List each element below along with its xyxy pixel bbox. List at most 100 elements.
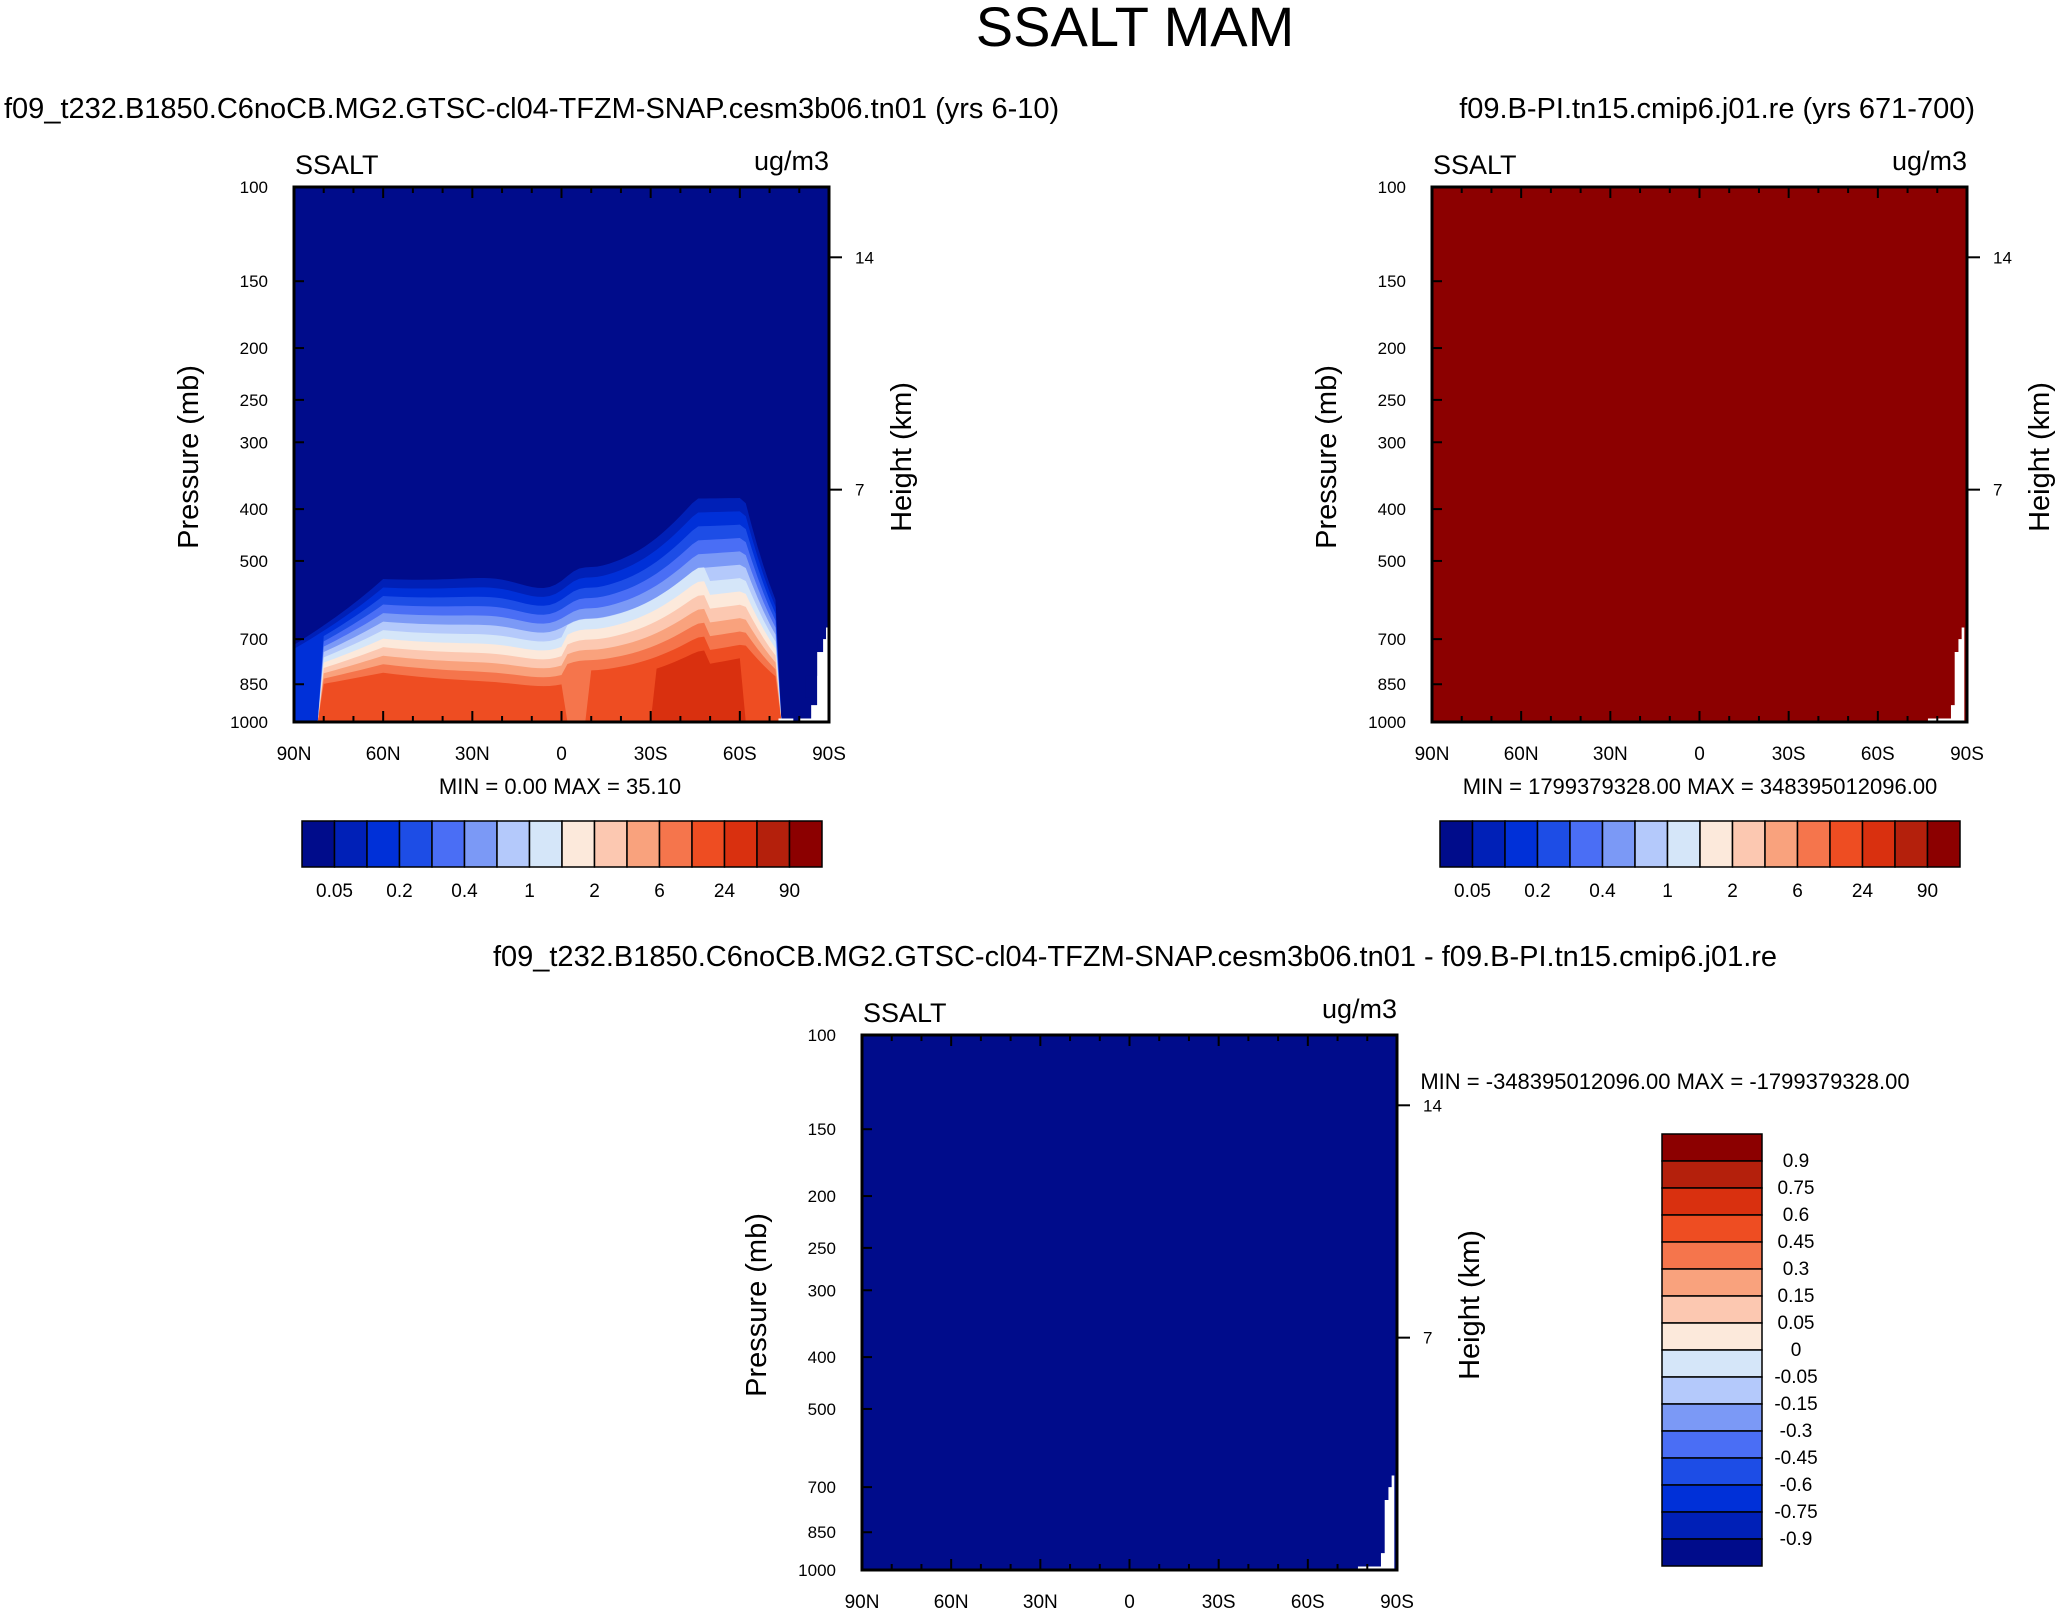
y-tick-label: 100 <box>808 1026 836 1045</box>
colorbar: 0.9 0.75 0.6 0.45 0.3 0.15 0.05 0 -0.05 -0.15 -0.3… <box>1661 1133 1818 1567</box>
y-tick-label: 300 <box>1378 433 1406 452</box>
contour-field-clip <box>294 187 829 722</box>
y-tick-label: 100 <box>1378 178 1406 197</box>
y2-tick-label: 7 <box>1993 481 2002 500</box>
y-tick-label: 850 <box>1378 675 1406 694</box>
colorbar-box <box>528 820 563 868</box>
colorbar-box <box>1661 1133 1763 1162</box>
panel-3: f09_t232.B1850.C6noCB.MG2.GTSC-cl04-TFZM… <box>493 941 1910 1613</box>
y-tick-label: 850 <box>240 675 268 694</box>
colorbar-label: -0.75 <box>1774 1502 1817 1523</box>
colorbar-box <box>626 820 661 868</box>
panel-subtitle: f09_t232.B1850.C6noCB.MG2.GTSC-cl04-TFZM… <box>4 93 1059 125</box>
colorbar-box <box>1731 820 1766 868</box>
colorbar-box <box>1861 820 1896 868</box>
y2-axis-title: Height (km) <box>1454 1230 1486 1380</box>
colorbar-box <box>1471 820 1506 868</box>
colorbar-label: 0.2 <box>386 881 412 902</box>
colorbar-box <box>1661 1214 1763 1243</box>
x-tick-label: 0 <box>1124 1592 1135 1613</box>
colorbar-label: 1 <box>1662 881 1673 902</box>
colorbar-box <box>691 820 726 868</box>
colorbar: 0.05 0.2 0.4 1 2 6 24 90 <box>301 820 823 902</box>
colorbar-box <box>496 820 531 868</box>
colorbar-label: 0.05 <box>316 881 353 902</box>
colorbar-box <box>1569 820 1604 868</box>
y-tick-label: 700 <box>1378 630 1406 649</box>
colorbar-box <box>1439 820 1474 868</box>
y2-tick-label: 7 <box>855 481 864 500</box>
colorbar-box <box>1661 1457 1763 1486</box>
colorbar-label: 6 <box>654 881 665 902</box>
colorbar-box <box>301 820 336 868</box>
colorbar-box <box>723 820 758 868</box>
x-tick-label: 30S <box>1772 744 1806 765</box>
colorbar-label: 0.4 <box>451 881 478 902</box>
colorbar-box <box>1764 820 1799 868</box>
min-max-stats: MIN = -348395012096.00 MAX = -1799379328… <box>1420 1069 1909 1094</box>
x-tick-label: 60N <box>934 1592 969 1613</box>
colorbar-box <box>1661 1430 1763 1459</box>
x-tick-label: 0 <box>1694 744 1705 765</box>
x-tick-label: 60N <box>366 744 401 765</box>
x-tick-label: 60S <box>1291 1592 1325 1613</box>
missing-data-region <box>1927 627 1965 722</box>
colorbar-label: 0.4 <box>1589 881 1616 902</box>
variable-label: SSALT <box>295 150 379 180</box>
colorbar-label: 24 <box>1852 881 1874 902</box>
colorbar-box <box>1796 820 1831 868</box>
colorbar-label: 0.6 <box>1783 1205 1809 1226</box>
colorbar-label: 0.45 <box>1778 1232 1815 1253</box>
colorbar-label: 0.9 <box>1783 1151 1809 1172</box>
colorbar-label: 90 <box>1917 881 1938 902</box>
x-tick-label: 30S <box>634 744 668 765</box>
y2-axis-title: Height (km) <box>886 382 918 532</box>
y-tick-label: 150 <box>808 1120 836 1139</box>
colorbar-box <box>593 820 628 868</box>
colorbar-box <box>1661 1322 1763 1351</box>
colorbar-label: 1 <box>524 881 535 902</box>
figure-title: SSALT MAM <box>976 0 1294 58</box>
y-tick-label: 500 <box>1378 552 1406 571</box>
contour-band <box>799 697 806 712</box>
colorbar-box <box>1894 820 1929 868</box>
y-tick-label: 1000 <box>1368 713 1406 732</box>
x-tick-label: 60S <box>1861 744 1895 765</box>
panel-1: f09_t232.B1850.C6noCB.MG2.GTSC-cl04-TFZM… <box>4 93 1059 902</box>
y-tick-label: 700 <box>808 1478 836 1497</box>
y-tick-label: 850 <box>808 1523 836 1542</box>
colorbar-box <box>398 820 433 868</box>
uniform-fill <box>862 1035 1397 1570</box>
y2-axis-title: Height (km) <box>2024 382 2056 532</box>
colorbar-label: 2 <box>589 881 600 902</box>
y-tick-label: 150 <box>1378 272 1406 291</box>
colorbar-box <box>1661 1376 1763 1405</box>
x-tick-label: 90N <box>277 744 312 765</box>
y2-tick-label: 14 <box>855 248 874 267</box>
colorbar-box <box>1661 1349 1763 1378</box>
colorbar-label: 90 <box>779 881 800 902</box>
colorbar-label: -0.15 <box>1774 1394 1817 1415</box>
y2-tick-label: 7 <box>1423 1329 1432 1348</box>
contour-field <box>294 187 829 722</box>
contour-field <box>1432 187 1967 722</box>
colorbar-label: -0.3 <box>1780 1421 1813 1442</box>
y-tick-label: 250 <box>808 1239 836 1258</box>
colorbar-label: -0.45 <box>1774 1448 1817 1469</box>
colorbar-label: -0.9 <box>1780 1529 1813 1550</box>
colorbar-box <box>1661 1268 1763 1297</box>
colorbar-box <box>1699 820 1734 868</box>
colorbar-box <box>1536 820 1571 868</box>
y-tick-label: 300 <box>808 1281 836 1300</box>
colorbar-label: -0.6 <box>1780 1475 1813 1496</box>
colorbar-box <box>1661 1241 1763 1270</box>
y-tick-label: 1000 <box>230 713 268 732</box>
x-tick-label: 30N <box>1023 1592 1058 1613</box>
colorbar-box <box>1926 820 1961 868</box>
x-tick-label: 60S <box>723 744 757 765</box>
colorbar-box <box>658 820 693 868</box>
y-tick-label: 300 <box>240 433 268 452</box>
colorbar-box <box>1661 1295 1763 1324</box>
x-tick-label: 90S <box>1950 744 1984 765</box>
colorbar-box <box>1661 1538 1763 1567</box>
